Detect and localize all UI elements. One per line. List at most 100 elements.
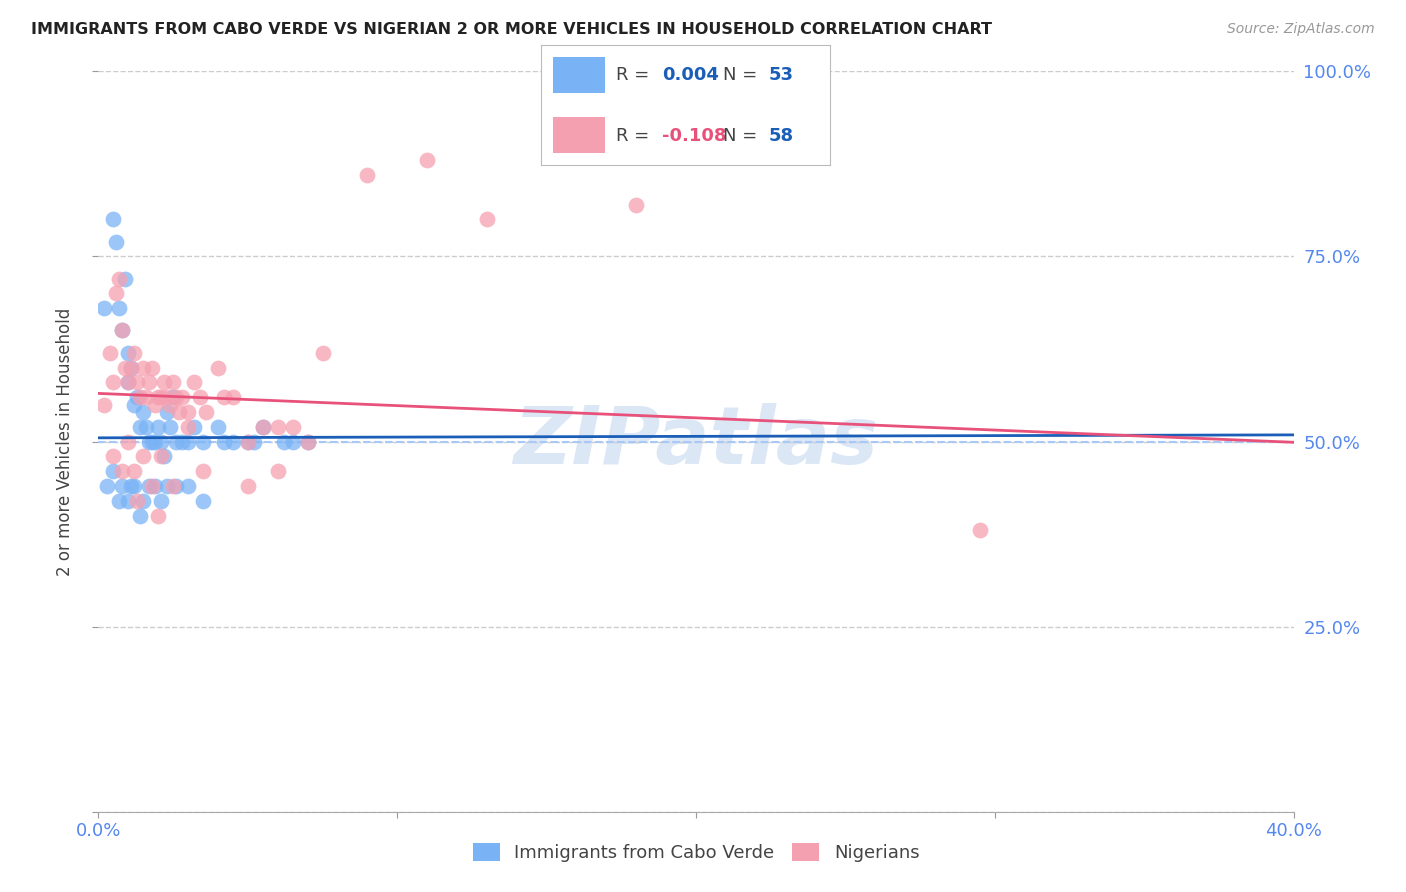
Point xyxy=(117,376,139,390)
Text: N =: N = xyxy=(723,127,758,145)
Point xyxy=(108,301,131,316)
Point xyxy=(150,450,173,464)
Point xyxy=(143,434,166,449)
Text: R =: R = xyxy=(616,127,650,145)
Point xyxy=(120,479,142,493)
Point xyxy=(236,434,259,449)
Text: ZIPatlas: ZIPatlas xyxy=(513,402,879,481)
Point xyxy=(150,390,173,404)
Point xyxy=(162,376,184,390)
Point xyxy=(105,235,128,249)
Point xyxy=(138,479,160,493)
Point xyxy=(127,493,149,508)
Point xyxy=(212,390,235,404)
Point xyxy=(138,434,160,449)
Point xyxy=(120,360,142,375)
Point xyxy=(156,390,179,404)
Point xyxy=(141,479,163,493)
Point xyxy=(117,376,139,390)
Point xyxy=(156,479,179,493)
Point xyxy=(111,464,134,478)
Point xyxy=(111,324,134,338)
Point xyxy=(117,345,139,359)
Point xyxy=(183,419,205,434)
Text: Source: ZipAtlas.com: Source: ZipAtlas.com xyxy=(1227,22,1375,37)
Point xyxy=(138,376,160,390)
Point xyxy=(103,212,125,227)
Point xyxy=(124,479,146,493)
Point xyxy=(183,376,205,390)
Point xyxy=(236,434,259,449)
Point xyxy=(148,419,170,434)
Point xyxy=(252,419,274,434)
Point xyxy=(127,390,149,404)
Point xyxy=(191,464,214,478)
Text: 0.004: 0.004 xyxy=(662,66,720,85)
Point xyxy=(222,434,245,449)
Point xyxy=(148,390,170,404)
Point xyxy=(103,464,125,478)
Point xyxy=(153,450,176,464)
Point xyxy=(207,360,229,375)
Point xyxy=(132,493,155,508)
Point xyxy=(236,479,259,493)
Point xyxy=(114,360,136,375)
Point xyxy=(132,405,155,419)
Point xyxy=(108,271,131,285)
Point xyxy=(124,345,146,359)
Point xyxy=(124,398,146,412)
Point xyxy=(150,434,173,449)
Point xyxy=(132,360,155,375)
Text: N =: N = xyxy=(723,66,758,85)
Text: 53: 53 xyxy=(769,66,794,85)
Text: 58: 58 xyxy=(769,127,794,145)
Point xyxy=(159,398,181,412)
Point xyxy=(162,390,184,404)
Text: -0.108: -0.108 xyxy=(662,127,727,145)
Point xyxy=(132,450,155,464)
Point xyxy=(177,479,200,493)
Point xyxy=(129,390,152,404)
Point xyxy=(297,434,319,449)
Point xyxy=(127,376,149,390)
Text: IMMIGRANTS FROM CABO VERDE VS NIGERIAN 2 OR MORE VEHICLES IN HOUSEHOLD CORRELATI: IMMIGRANTS FROM CABO VERDE VS NIGERIAN 2… xyxy=(31,22,991,37)
Point xyxy=(297,434,319,449)
Point xyxy=(172,434,194,449)
Point xyxy=(165,390,187,404)
Point xyxy=(129,508,152,523)
Point xyxy=(129,419,152,434)
Point xyxy=(356,168,378,182)
Point xyxy=(141,434,163,449)
Point xyxy=(626,197,648,211)
Point xyxy=(111,324,134,338)
Point xyxy=(222,390,245,404)
Point xyxy=(969,524,991,538)
Point xyxy=(267,464,290,478)
Point xyxy=(103,450,125,464)
Text: R =: R = xyxy=(616,66,650,85)
Point xyxy=(105,286,128,301)
Point xyxy=(273,434,295,449)
Y-axis label: 2 or more Vehicles in Household: 2 or more Vehicles in Household xyxy=(56,308,75,575)
Point xyxy=(172,390,194,404)
Point xyxy=(108,493,131,508)
Point xyxy=(150,493,173,508)
Point xyxy=(162,479,184,493)
Point xyxy=(103,376,125,390)
Point xyxy=(156,405,179,419)
Point xyxy=(120,360,142,375)
Point xyxy=(98,345,122,359)
Point xyxy=(135,419,157,434)
Point xyxy=(177,405,200,419)
Point xyxy=(177,419,200,434)
Point xyxy=(96,479,118,493)
Point xyxy=(114,271,136,285)
Point xyxy=(267,419,290,434)
Point xyxy=(117,434,139,449)
Point xyxy=(135,390,157,404)
Point xyxy=(207,419,229,434)
Point xyxy=(191,493,214,508)
Point xyxy=(177,434,200,449)
Point xyxy=(281,434,304,449)
Point xyxy=(165,479,187,493)
